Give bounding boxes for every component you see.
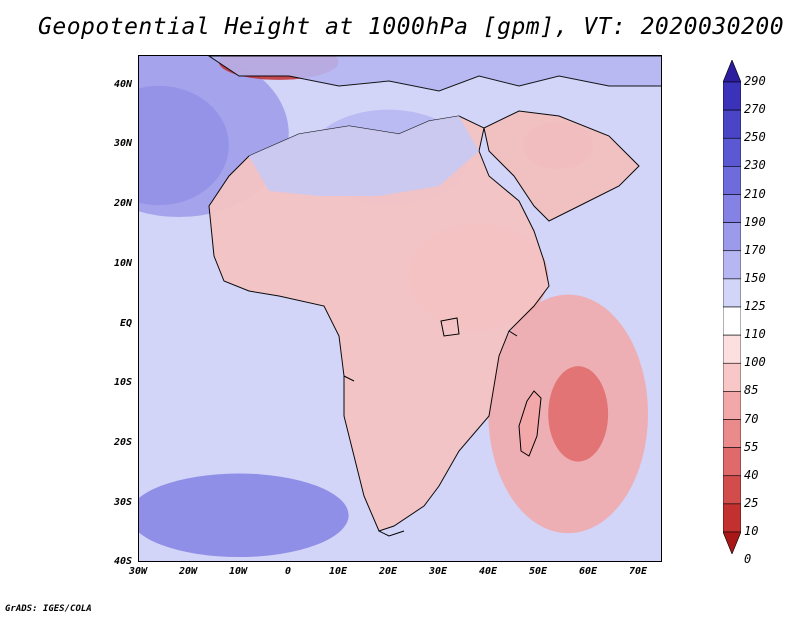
colorbar-cell-16 (723, 503, 741, 533)
colorbar-label-230: 230 (744, 158, 766, 173)
colorbar-label-250: 250 (744, 130, 766, 145)
lake-victoria (440, 317, 460, 337)
lat-label-10n: 10N (113, 258, 132, 269)
colorbar-label-190: 190 (744, 214, 766, 229)
map-svg (139, 56, 661, 561)
colorbar-cell-7 (723, 250, 741, 280)
colorbar-cell-3 (723, 137, 741, 167)
footer-credit: GrADS: IGES/COLA (5, 604, 92, 614)
colorbar-label-210: 210 (744, 186, 766, 201)
continent-arabia (483, 110, 640, 222)
lat-label-30s: 30S (113, 497, 132, 508)
colorbar-label-40: 40 (744, 467, 759, 482)
lon-label-30e: 30E (428, 566, 448, 577)
colorbar-label-70: 70 (744, 411, 759, 426)
colorbar-label-110: 110 (744, 327, 766, 342)
colorbar-cell-8 (723, 278, 741, 308)
lon-label-30w: 30W (128, 566, 148, 577)
colorbar-cell-4 (723, 166, 741, 195)
island-madagascar (518, 390, 542, 457)
colorbar-cell-11 (723, 362, 741, 392)
colorbar-cell-2 (723, 109, 741, 139)
colorbar-label-270: 270 (744, 102, 766, 117)
colorbar-label-55: 55 (744, 439, 759, 454)
colorbar-cell-13 (723, 419, 741, 448)
lon-label-40e: 40E (478, 566, 498, 577)
lat-label-40s: 40S (113, 556, 132, 567)
lat-label-eq: EQ (119, 318, 132, 329)
lat-label-20s: 20S (113, 437, 132, 448)
anomaly-madagascar-low-core (548, 366, 609, 462)
colorbar-cell-10 (723, 334, 741, 364)
continent-europe (208, 56, 661, 92)
colorbar-cell-12 (723, 391, 741, 420)
anomaly-south-atlantic-high (139, 473, 349, 558)
colorbar-label-125: 125 (744, 299, 766, 313)
lat-label-20n: 20N (113, 198, 132, 209)
colorbar-cells (723, 60, 741, 554)
colorbar-label-0: 0 (744, 552, 752, 567)
page-title: Geopotential Height at 1000hPa [gpm], VT… (38, 14, 785, 40)
colorbar-cell-17 (723, 531, 741, 554)
colorbar-label-25: 25 (744, 495, 759, 510)
lon-label-10w: 10W (228, 566, 248, 577)
lon-label-20w: 20W (178, 566, 198, 577)
colorbar-label-10: 10 (744, 524, 759, 538)
colorbar-cell-1 (723, 81, 741, 111)
coastline-detail (343, 330, 518, 537)
colorbar-cell-6 (723, 222, 741, 252)
lon-label-0: 0 (284, 566, 292, 577)
colorbar-label-100: 100 (744, 355, 766, 370)
colorbar-label-85: 85 (744, 383, 759, 398)
lat-label-40n: 40N (113, 79, 132, 90)
colorbar-cell-5 (723, 194, 741, 223)
lon-label-10e: 10E (328, 566, 348, 577)
colorbar-label-150: 150 (744, 270, 766, 285)
lon-label-60e: 60E (578, 566, 598, 577)
lon-label-70e: 70E (628, 566, 648, 577)
lon-label-50e: 50E (528, 566, 548, 577)
colorbar-label-290: 290 (744, 74, 766, 88)
lat-label-10s: 10S (113, 377, 132, 388)
colorbar (723, 60, 741, 554)
lon-label-20e: 20E (378, 566, 398, 577)
colorbar-cell-14 (723, 447, 741, 477)
colorbar-cell-9 (723, 306, 741, 336)
continent-sahara-overlay (249, 116, 479, 196)
lat-label-30n: 30N (113, 138, 132, 149)
map-panel (138, 55, 662, 562)
colorbar-cell-15 (723, 475, 741, 505)
continent-africa (208, 115, 550, 532)
colorbar-cell-0 (723, 60, 741, 83)
colorbar-label-170: 170 (744, 242, 766, 257)
